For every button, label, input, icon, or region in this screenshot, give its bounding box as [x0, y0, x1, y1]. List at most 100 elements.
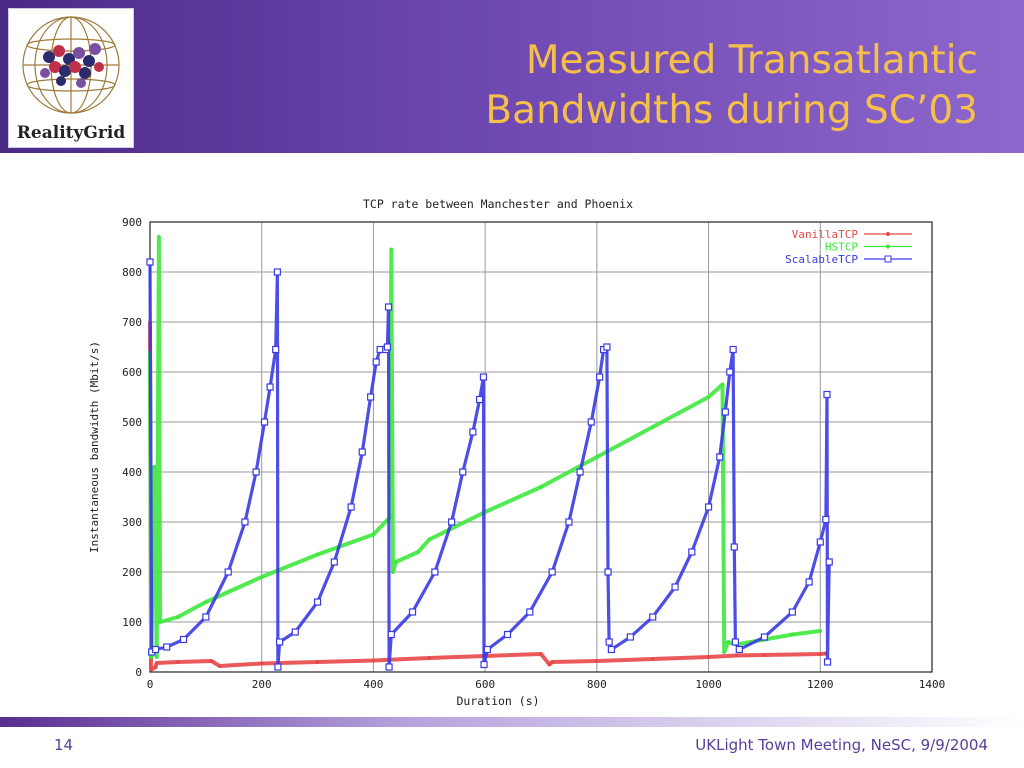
data-point [275, 638, 284, 646]
data-point [762, 653, 767, 657]
data-point [266, 383, 274, 391]
data-point [431, 568, 439, 576]
data-point [503, 630, 512, 639]
data-point [157, 235, 161, 239]
data-point [241, 518, 249, 526]
data-point [605, 638, 613, 646]
data-point [706, 395, 711, 399]
data-point [202, 613, 210, 621]
data-point [176, 615, 180, 619]
data-point [822, 515, 830, 524]
data-point [179, 635, 188, 644]
x-tick-label: 800 [587, 678, 607, 691]
y-tick-label: 0 [135, 666, 142, 679]
data-point [706, 655, 711, 659]
data-point [384, 303, 393, 311]
data-point [760, 633, 769, 641]
data-point [260, 418, 269, 426]
data-point [604, 568, 612, 576]
legend-label: HSTCP [825, 241, 858, 254]
data-point [722, 650, 727, 654]
data-point [209, 659, 214, 663]
data-point [272, 345, 280, 354]
data-point [358, 448, 366, 456]
data-point [721, 408, 729, 416]
data-point [372, 358, 380, 366]
data-point [383, 343, 391, 351]
series-vanillatcp [148, 320, 828, 672]
slide-header: RealityGrid Measured Transatlantic Bandw… [0, 0, 1024, 153]
x-axis-label: Duration (s) [456, 694, 539, 708]
logo-text: RealityGrid [16, 123, 126, 143]
data-point [330, 558, 338, 566]
data-point [550, 660, 554, 664]
data-point [149, 667, 153, 672]
data-point [448, 518, 456, 526]
data-point [576, 468, 584, 476]
y-tick-label: 400 [122, 466, 142, 479]
globe-icon [22, 16, 120, 114]
chart-container: TCP rate between Manchester and Phoenix … [80, 190, 960, 710]
y-tick-label: 900 [122, 216, 142, 229]
data-point [596, 373, 604, 381]
data-point [154, 661, 159, 665]
data-point [526, 608, 534, 616]
chart-title: TCP rate between Manchester and Phoenix [363, 197, 633, 211]
data-point [218, 664, 222, 668]
data-point [152, 465, 157, 469]
legend-marker [884, 255, 892, 263]
data-point [371, 658, 376, 663]
tcp-rate-chart: TCP rate between Manchester and Phoenix … [88, 197, 946, 708]
x-tick-label: 1400 [919, 678, 946, 691]
series-line-vanillatcp [148, 321, 827, 672]
data-point [735, 645, 743, 654]
realitygrid-logo: RealityGrid [8, 8, 134, 148]
y-tick-label: 200 [122, 566, 142, 579]
series-line-scalabletcp [148, 261, 831, 669]
x-tick-label: 1200 [807, 678, 834, 691]
slide-number: 14 [54, 736, 74, 754]
data-point [716, 453, 724, 461]
data-point [259, 661, 264, 666]
data-point [315, 552, 320, 557]
data-point [603, 343, 611, 351]
data-point [313, 598, 322, 606]
data-point [823, 658, 832, 666]
data-point [416, 550, 420, 554]
data-point [176, 660, 180, 664]
data-point [291, 628, 299, 636]
data-point [731, 638, 739, 646]
data-point [259, 575, 264, 579]
data-point [154, 655, 159, 659]
data-point [595, 659, 599, 663]
data-point [151, 645, 160, 654]
data-point [823, 390, 831, 399]
data-point [347, 503, 355, 511]
data-point [565, 518, 573, 526]
data-point [626, 633, 634, 641]
data-point [391, 570, 395, 574]
data-point [475, 395, 484, 404]
data-point [469, 428, 477, 436]
data-point [315, 660, 320, 664]
data-point [427, 537, 432, 542]
slide-title: Measured Transatlantic Bandwidths during… [278, 36, 978, 136]
data-point [816, 538, 824, 546]
data-point [389, 247, 394, 252]
footer-bar [0, 717, 1024, 727]
x-tick-label: 0 [147, 678, 154, 691]
data-point [408, 608, 417, 616]
data-point [387, 630, 395, 639]
data-point [790, 632, 795, 637]
y-tick-label: 800 [122, 266, 142, 279]
x-tick-label: 400 [363, 678, 383, 691]
series-scalabletcp [146, 258, 833, 671]
data-point [805, 578, 813, 586]
data-point [607, 645, 615, 654]
data-point [688, 548, 696, 556]
data-point [385, 663, 393, 671]
data-point [818, 652, 823, 656]
title-line-2: Bandwidths during SC’03 [485, 88, 978, 133]
data-point [548, 568, 556, 576]
data-point [818, 629, 823, 633]
